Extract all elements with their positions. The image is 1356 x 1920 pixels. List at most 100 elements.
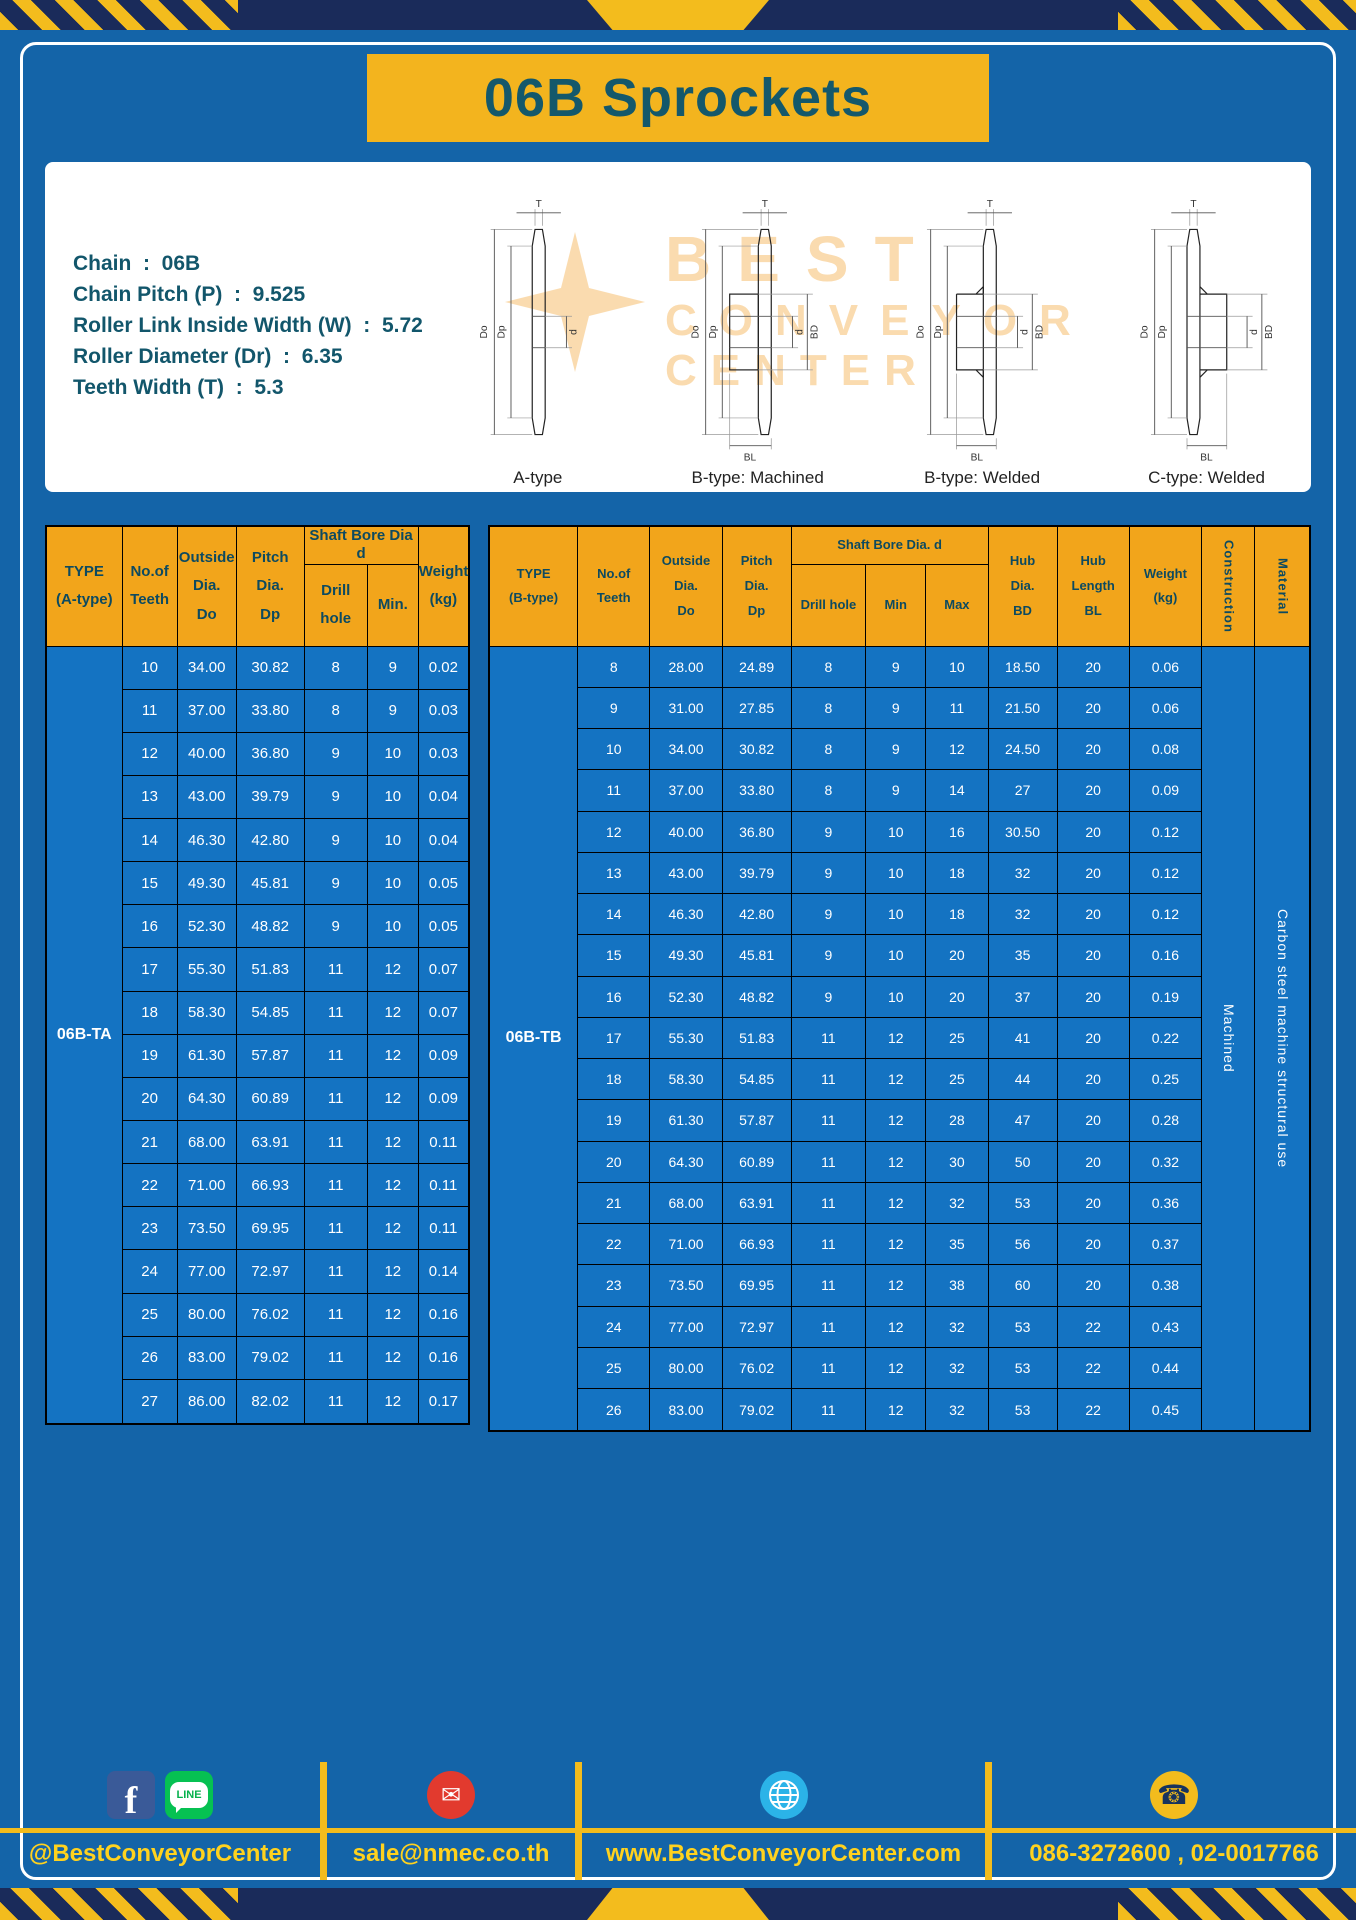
globe-icon[interactable] <box>759 1771 808 1819</box>
email-address[interactable]: sale@nmec.co.th <box>352 1840 550 1867</box>
c-type-welded-label: C-type: Welded <box>1148 468 1265 487</box>
teeth-cell: 21 <box>121 1120 178 1165</box>
pitch-dia-cell: 51.83 <box>235 947 305 992</box>
phone-icon[interactable]: ☎ <box>1150 1771 1198 1819</box>
drill-hole-cell: 11 <box>790 1388 867 1432</box>
pitch-dia-cell: 69.95 <box>721 1264 792 1307</box>
table-row: 20 64.30 60.89 11 12 30 50 20 0.32 <box>489 1140 1310 1183</box>
min-cell: 9 <box>865 769 927 812</box>
hub-length-cell: 20 <box>1056 1057 1130 1101</box>
pitch-dia-cell: 42.80 <box>235 818 305 863</box>
weight-cell: 0.05 <box>417 861 470 906</box>
pitch-dia-cell: 79.02 <box>235 1335 305 1380</box>
outside-dia-cell: 46.30 <box>649 892 723 936</box>
min-cell: 12 <box>366 1378 419 1425</box>
social-handle[interactable]: @BestConveyorCenter <box>28 1840 292 1867</box>
outside-dia-cell: 52.30 <box>649 975 723 1018</box>
facebook-glyph: f <box>124 1779 138 1819</box>
outside-dia-cell: 34.00 <box>649 727 723 771</box>
table-row: 13 43.00 39.79 9 10 18 32 20 0.12 <box>489 851 1310 895</box>
b-type-table: TYPE (B-type) No.of Teeth Outside Dia. D… <box>488 525 1311 1432</box>
dim-label-dp: Dp <box>708 325 719 338</box>
min-cell: 12 <box>865 1222 927 1266</box>
footer-email-column: ✉ sale@nmec.co.th <box>327 1762 575 1880</box>
outside-dia-cell: 49.30 <box>649 934 723 977</box>
drill-hole-cell: 9 <box>303 774 368 820</box>
drill-hole-cell: 11 <box>790 1222 867 1266</box>
pitch-dia-cell: 54.85 <box>721 1057 792 1101</box>
max-cell: 16 <box>925 810 989 853</box>
outside-dia-cell: 49.30 <box>176 861 237 906</box>
hub-length-cell: 20 <box>1056 975 1130 1018</box>
teeth-cell: 20 <box>121 1076 178 1122</box>
weight-cell: 0.06 <box>1128 686 1203 730</box>
c-type-welded-figure: T Do Dp d BD BL C-type: Welded <box>1114 198 1299 488</box>
pitch-dia-cell: 54.85 <box>235 990 305 1035</box>
outside-dia-cell: 40.00 <box>649 810 723 853</box>
weight-cell: 0.07 <box>417 947 470 992</box>
table-row: 16 52.30 48.82 9 10 0.05 <box>46 904 470 949</box>
min-cell: 10 <box>865 934 927 977</box>
dim-label-bd: BD <box>1264 325 1275 339</box>
footer-website-column: www.BestConveyorCenter.com <box>582 1762 985 1880</box>
table-row: 21 68.00 63.91 11 12 0.11 <box>46 1120 470 1165</box>
min-cell: 12 <box>366 990 419 1035</box>
min-cell: 10 <box>366 818 419 863</box>
a-type-label: A-type <box>513 468 563 487</box>
min-cell: 12 <box>366 1249 419 1294</box>
hazard-center-tab <box>587 1888 769 1920</box>
header-teeth: No.of Teeth <box>121 525 178 647</box>
a-type-table-container: TYPE (A-type) No.of Teeth Outside Dia. D… <box>45 525 470 1425</box>
pitch-dia-cell: 45.81 <box>721 934 792 977</box>
max-cell: 25 <box>925 1016 989 1060</box>
b-type-table-body: 06B-TB 8 28.00 24.89 8 9 10 18.50 20 0.06 Machined… <box>488 645 1311 1432</box>
pitch-dia-cell: 60.89 <box>721 1140 792 1183</box>
weight-cell: 0.12 <box>1128 851 1203 895</box>
drill-hole-cell: 11 <box>790 1140 867 1183</box>
b-type-machined-label: B-type: Machined <box>691 468 824 487</box>
outside-dia-cell: 43.00 <box>649 851 723 895</box>
max-cell: 11 <box>925 686 989 730</box>
website-url[interactable]: www.BestConveyorCenter.com <box>605 1840 962 1867</box>
pitch-dia-cell: 72.97 <box>721 1305 792 1348</box>
min-cell: 10 <box>865 975 927 1018</box>
facebook-icon[interactable]: f <box>107 1771 155 1819</box>
drill-hole-cell: 9 <box>303 818 368 863</box>
min-cell: 12 <box>366 1206 419 1251</box>
drill-hole-cell: 11 <box>303 1163 368 1208</box>
dim-label-bd: BD <box>1034 325 1045 339</box>
hub-length-cell: 22 <box>1056 1346 1130 1390</box>
min-cell: 12 <box>865 1099 927 1142</box>
type-value-cell: 06B-TA <box>45 645 123 1425</box>
footer-separator <box>575 1762 582 1880</box>
pitch-dia-cell: 82.02 <box>235 1378 305 1425</box>
table-row: 18 58.30 54.85 11 12 0.07 <box>46 990 470 1035</box>
weight-cell: 0.02 <box>417 645 470 690</box>
table-row: 15 49.30 45.81 9 10 20 35 20 0.16 <box>489 934 1310 977</box>
phone-numbers[interactable]: 086-3272600 , 02-0017766 <box>1029 1840 1319 1867</box>
drill-hole-cell: 8 <box>303 645 368 690</box>
line-icon[interactable]: LINE <box>165 1771 213 1819</box>
table-row: 10 34.00 30.82 8 9 12 24.50 20 0.08 <box>489 727 1310 771</box>
hub-length-cell: 20 <box>1056 686 1130 730</box>
page-border-frame <box>20 42 1336 1880</box>
email-icon[interactable]: ✉ <box>427 1771 475 1819</box>
min-cell: 12 <box>865 1016 927 1060</box>
min-cell: 12 <box>366 1033 419 1078</box>
min-cell: 10 <box>865 892 927 936</box>
pitch-dia-cell: 63.91 <box>721 1181 792 1225</box>
outside-dia-cell: 31.00 <box>649 686 723 730</box>
header-outside-dia: Outside Dia. Do <box>649 525 723 647</box>
pitch-dia-cell: 27.85 <box>721 686 792 730</box>
pitch-dia-cell: 66.93 <box>721 1222 792 1266</box>
drill-hole-cell: 9 <box>790 934 867 977</box>
teeth-cell: 24 <box>121 1249 178 1294</box>
teeth-cell: 11 <box>121 688 178 733</box>
drill-hole-cell: 11 <box>303 1249 368 1294</box>
a-type-table: TYPE (A-type) No.of Teeth Outside Dia. D… <box>45 525 470 1425</box>
hub-dia-cell: 56 <box>987 1222 1058 1266</box>
table-row: 12 40.00 36.80 9 10 0.03 <box>46 731 470 776</box>
pitch-dia-cell: 33.80 <box>721 769 792 812</box>
min-cell: 10 <box>366 731 419 776</box>
